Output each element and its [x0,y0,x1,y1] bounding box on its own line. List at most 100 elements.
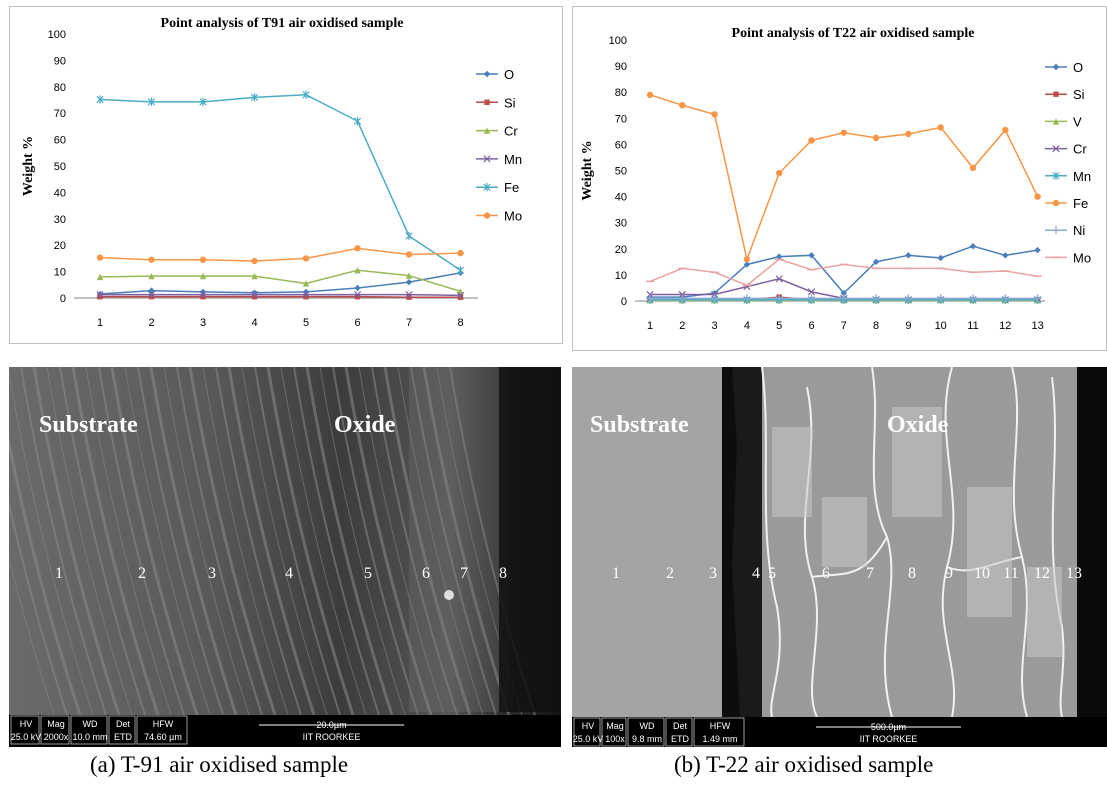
chart-b-point-ni-13 [1033,294,1042,303]
chart-a-ytick-50: 50 [54,161,66,173]
chart-a-ytick-100: 100 [48,29,66,41]
chart-b-point-fe-1 [646,91,654,99]
chart-b-point-fe-6 [808,137,815,144]
chart-b-point-fe-10 [937,124,944,131]
sem-b-point-label-8: 8 [908,565,916,582]
svg-text:Mo: Mo [1073,250,1091,265]
chart-a-point-cr-7 [405,272,413,279]
chart-b-point-fe-8 [872,134,880,142]
sem-b-substrate-label: Substrate [590,412,689,438]
chart-a-plot: Point analysis of T91 air oxidised sampl… [21,16,522,329]
chart-a-legend-mo: Mo [476,209,522,224]
chart-a-line-fe [99,93,461,271]
sem-b-point-label-2: 2 [666,565,674,582]
chart-a-point-cr-3 [199,272,207,280]
sem-b-databar-hv-value: 25.0 kV [573,734,604,744]
chart-a-xtick-1: 1 [97,317,103,329]
sem-a-point-label-1: 1 [55,565,63,582]
chart-a-point-fe-1 [96,95,104,104]
sem-b-databar-det-value: ETD [671,734,690,744]
chart-a-ytick-10: 10 [54,267,66,279]
sem-a-databar-det: Det [116,719,131,729]
svg-text:Mn: Mn [504,152,522,167]
chart-a-legend-si: Si [476,95,516,110]
sem-b-crack-1 [761,367,781,718]
chart-b-point-fe-13 [1034,193,1041,200]
svg-text:Ni: Ni [1073,223,1085,238]
chart-a-point-cr-1 [96,273,104,281]
chart-b-ytick-50: 50 [615,166,627,178]
chart-a-ytick-90: 90 [54,55,66,67]
sem-b-oxide-label: Oxide [887,412,949,438]
sem-image-a: Substrate Oxide 1 2 3 4 5 6 7 8 HV 25.0 kV Mag 200… [9,367,561,747]
chart-b-point-o-12 [1002,252,1009,259]
chart-b-legend-si: Si [1045,87,1085,102]
chart-a-series-mn [96,290,465,299]
svg-text:Cr: Cr [504,124,518,139]
chart-b-point-o-11 [969,242,977,250]
chart-a-series-mo [96,245,464,265]
svg-text:Mo: Mo [504,209,522,224]
chart-a-point-si-8 [457,294,464,300]
chart-a-legend-o: O [476,67,514,82]
chart-b-ytick-20: 20 [615,244,627,256]
chart-b-xtick-12: 12 [999,320,1011,332]
sem-b-databar-wd-value: 9.8 mm [632,734,662,744]
chart-a-point-cr-4 [251,272,258,280]
sem-b-grain-3 [892,407,942,517]
chart-b-point-ni-5 [775,294,784,303]
sem-b-databar-wd: WD [640,721,655,731]
sem-b-point-label-13: 13 [1066,565,1082,582]
chart-a-point-si-3 [200,293,206,300]
chart-a-line-mn [100,293,461,297]
chart-b-point-ni-12 [1001,294,1010,303]
chart-b-point-ni-3 [710,294,719,303]
sem-a-databar-hv: HV [20,719,33,729]
chart-a-point-fe-7 [405,231,413,241]
svg-text:O: O [504,67,514,82]
chart-a-legend-cr: Cr [476,124,518,139]
sem-a-databar-det-value: ETD [114,732,133,742]
chart-b-ylabel: Weight % [580,140,595,200]
chart-b-ytick-80: 80 [615,87,627,99]
sem-b-point-label-7: 7 [866,565,874,582]
svg-text:Cr: Cr [1073,142,1087,157]
chart-b-ytick-90: 90 [615,61,627,73]
chart-a-point-mo-1 [96,254,104,261]
chart-b-ytick-0: 0 [621,296,627,308]
chart-b-xtick-7: 7 [841,320,847,332]
chart-b-point-cr-6 [807,288,816,296]
svg-text:V: V [1073,114,1082,129]
chart-b-point-ni-9 [904,294,913,303]
chart-a-point-o-2 [148,287,155,294]
chart-b-point-fe-4 [743,256,751,263]
chart-a-point-mn-8 [456,291,465,299]
chart-a-point-mo-2 [148,256,155,263]
sem-b-point-label-12: 12 [1034,565,1050,582]
sem-a-point-label-3: 3 [208,565,216,582]
chart-a-point-mo-8 [457,249,464,257]
chart-b-point-ni-4 [742,294,752,303]
chart-b-xtick-3: 3 [712,320,718,332]
chart-b-ytick-30: 30 [615,218,627,230]
chart-a-point-mo-5 [302,255,310,262]
chart-b-xtick-13: 13 [1031,320,1043,332]
chart-a-point-o-6 [354,284,361,292]
chart-a-ytick-0: 0 [60,293,66,305]
chart-a-xtick-4: 4 [251,317,257,329]
sem-a-point-label-4: 4 [285,565,293,582]
sem-a-point-label-8: 8 [499,565,507,582]
sem-a-org: IIT ROORKEE [303,732,361,742]
chart-a-point-si-5 [303,293,309,300]
chart-b-ytick-100: 100 [609,35,627,47]
chart-a-xtick-3: 3 [200,317,206,329]
chart-a-point-mo-3 [199,256,207,263]
chart-b-point-fe-5 [776,169,783,177]
chart-a-ytick-60: 60 [54,135,66,147]
chart-a-point-mn-4 [250,290,259,299]
svg-text:Mn: Mn [1073,169,1091,184]
chart-b-point-o-8 [872,258,880,266]
chart-b-series-mo [645,258,1042,287]
chart-a-point-mo-7 [405,251,413,258]
sem-b-point-label-4: 4 [752,565,760,582]
